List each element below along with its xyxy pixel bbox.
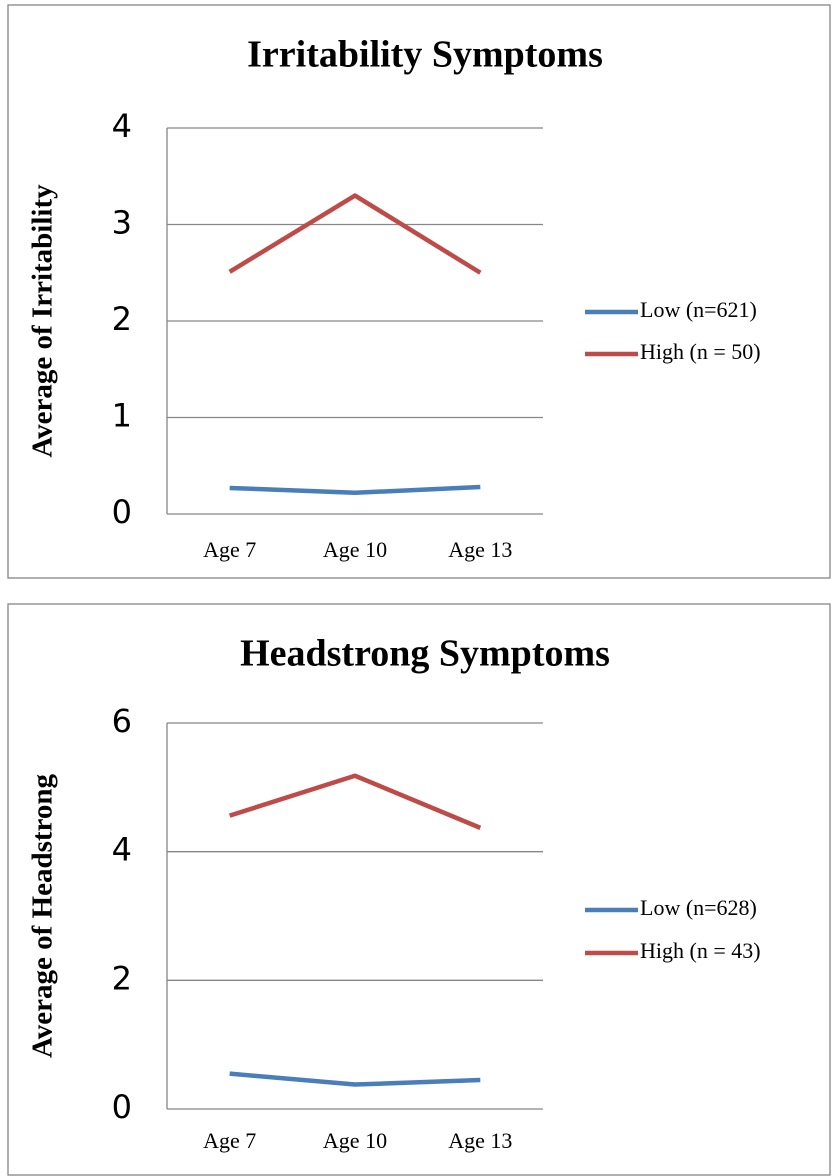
y-tick-label: 0 [112, 493, 132, 531]
panel-border [7, 603, 831, 1176]
chart-panel: Headstrong Symptoms Average of Headstrong… [7, 603, 831, 1176]
chart-title: Irritability Symptoms [247, 34, 603, 76]
y-tick-label: 3 [112, 204, 132, 242]
x-tick-label: Age 7 [203, 537, 256, 562]
data-line [228, 193, 482, 275]
legend-label: High (n = 50) [640, 339, 761, 364]
y-axis-label: Average of Irritability [27, 184, 59, 458]
x-tick-label: Age 13 [448, 537, 512, 562]
y-tick-label: 1 [112, 397, 132, 435]
legend-label: Low (n=628) [640, 895, 757, 920]
data-line [228, 773, 482, 830]
y-tick-label: 4 [112, 831, 132, 869]
x-tick-label: Age 13 [448, 1128, 512, 1153]
data-line [229, 1071, 481, 1087]
y-tick-label: 0 [112, 1088, 132, 1126]
y-tick-label: 6 [112, 702, 132, 740]
y-tick-label: 2 [112, 959, 132, 997]
legend-label: Low (n=621) [640, 297, 757, 322]
panel-border [7, 4, 831, 579]
x-tick-label: Age 10 [323, 537, 387, 562]
y-tick-label: 2 [112, 300, 132, 338]
legend-label: High (n = 43) [640, 938, 761, 963]
y-tick-label: 4 [112, 107, 132, 145]
data-line [229, 484, 481, 496]
chart-title: Headstrong Symptoms [240, 633, 610, 675]
x-tick-label: Age 7 [203, 1128, 256, 1153]
x-tick-label: Age 10 [323, 1128, 387, 1153]
y-axis-label: Average of Headstrong [27, 773, 59, 1058]
chart-panel: Irritability Symptoms Average of Irritabi… [7, 4, 831, 579]
